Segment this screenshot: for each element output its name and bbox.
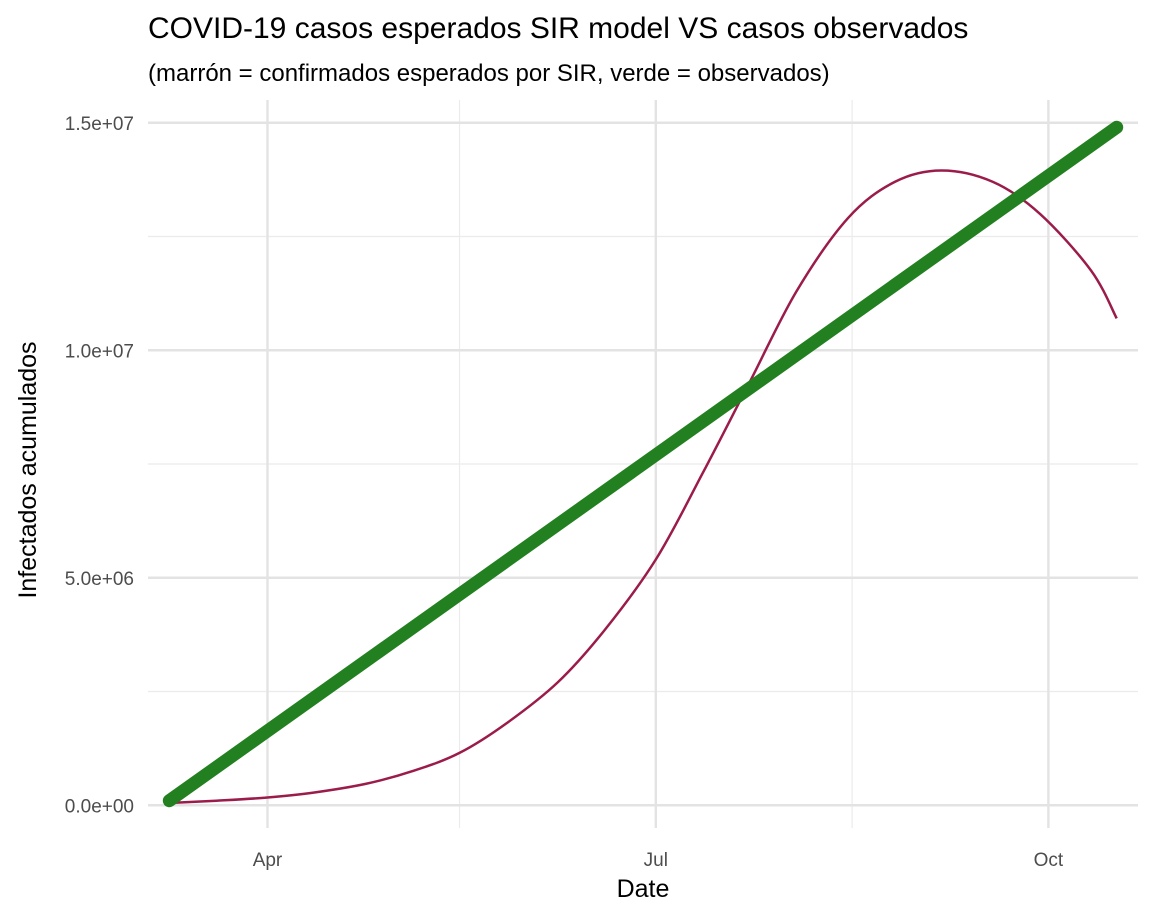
y-tick-label: 5.0e+06 <box>65 569 134 590</box>
tick-labels: 0.0e+00 5.0e+06 1.0e+07 1.5e+07 Apr Jul Oct <box>65 114 1064 871</box>
y-tick-label: 0.0e+00 <box>65 796 134 817</box>
sir-expected-line <box>169 169 1118 805</box>
chart-subtitle: (marrón = confirmados esperados por SIR,… <box>148 60 830 87</box>
x-axis-title: Date <box>617 875 670 903</box>
chart-title: COVID-19 casos esperados SIR model VS ca… <box>148 12 969 45</box>
observed-line <box>162 120 1124 808</box>
series-layer <box>162 120 1124 808</box>
y-tick-label: 1.0e+07 <box>65 341 134 362</box>
x-tick-label: Jul <box>644 850 668 871</box>
x-tick-label: Oct <box>1034 850 1064 871</box>
y-axis-title: Infectados acumulados <box>14 341 42 598</box>
x-tick-label: Apr <box>253 850 283 871</box>
y-tick-label: 1.5e+07 <box>65 114 134 135</box>
